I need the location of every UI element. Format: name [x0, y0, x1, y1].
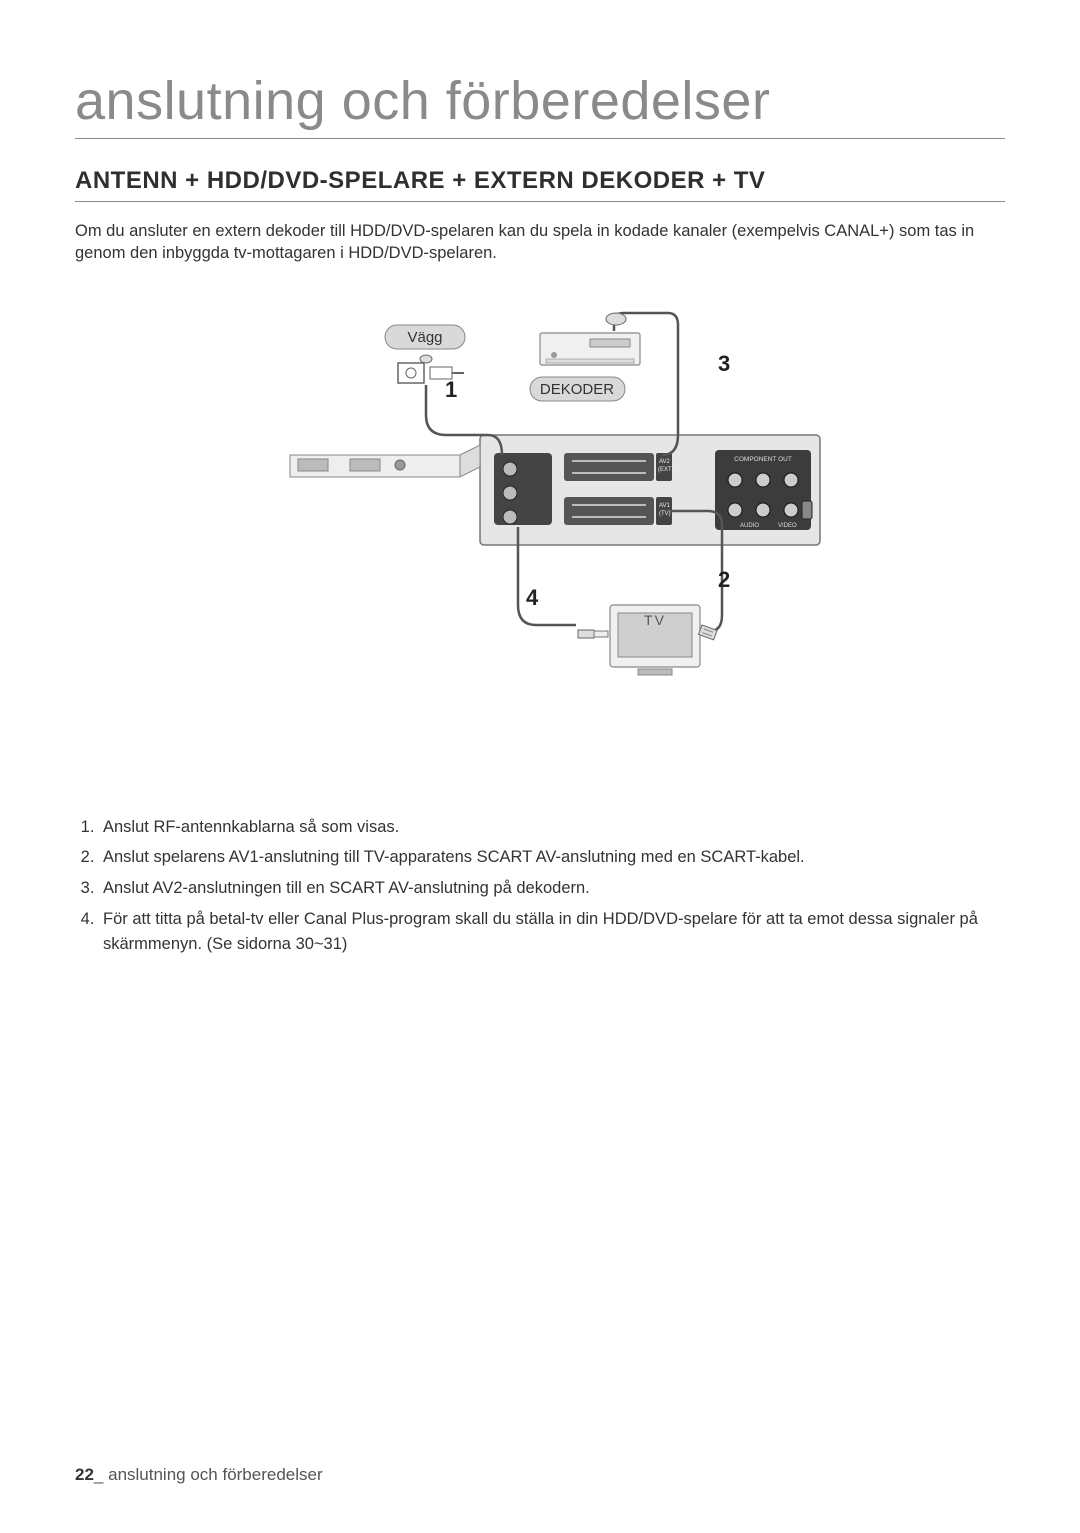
tv-label: TV	[644, 612, 666, 628]
decoder-device	[540, 333, 640, 365]
scart-plug-icon	[606, 313, 626, 325]
callout-4: 4	[526, 585, 539, 610]
step-item: För att titta på betal-tv eller Canal Pl…	[99, 907, 1005, 957]
svg-text:VIDEO: VIDEO	[778, 523, 797, 529]
page-footer: 22_ anslutning och förberedelser	[75, 1465, 323, 1485]
page-number: 22	[75, 1465, 94, 1484]
decoder-label-text: DEKODER	[540, 381, 614, 398]
av2-label: AV2	[659, 459, 671, 465]
callout-2: 2	[718, 567, 730, 592]
player-side-icon	[290, 445, 480, 477]
connection-diagram: Vägg DEKODER 1 3	[75, 305, 1005, 745]
step-item: Anslut RF-antennkablarna så som visas.	[99, 815, 1005, 840]
callout-3: 3	[718, 351, 730, 376]
diagram-svg: Vägg DEKODER 1 3	[220, 305, 860, 745]
step-item: Anslut AV2-anslutningen till en SCART AV…	[99, 876, 1005, 901]
step-item: Anslut spelarens AV1-anslutning till TV-…	[99, 845, 1005, 870]
section-heading: ANTENN + HDD/DVD-SPELARE + EXTERN DEKODE…	[75, 167, 1005, 202]
footer-label: anslutning och förberedelser	[108, 1465, 323, 1484]
steps-list: Anslut RF-antennkablarna så som visas. A…	[75, 815, 1005, 957]
svg-text:AUDIO: AUDIO	[740, 523, 759, 529]
footer-separator: _	[94, 1465, 108, 1484]
av1-sub: (TV)	[659, 511, 671, 517]
callout-1: 1	[445, 377, 457, 402]
av2-sub: (EXT)	[658, 467, 674, 473]
player-rear-panel: AV2 (EXT) AV1 (TV) COMPONENT OUT	[480, 435, 820, 545]
manual-page: anslutning och förberedelser ANTENN + HD…	[0, 0, 1080, 1533]
component-out-label: COMPONENT OUT	[734, 456, 792, 463]
page-title: anslutning och förberedelser	[75, 70, 1005, 139]
av1-label: AV1	[659, 503, 671, 509]
intro-paragraph: Om du ansluter en extern dekoder till HD…	[75, 220, 1005, 265]
wall-label-text: Vägg	[407, 329, 442, 346]
